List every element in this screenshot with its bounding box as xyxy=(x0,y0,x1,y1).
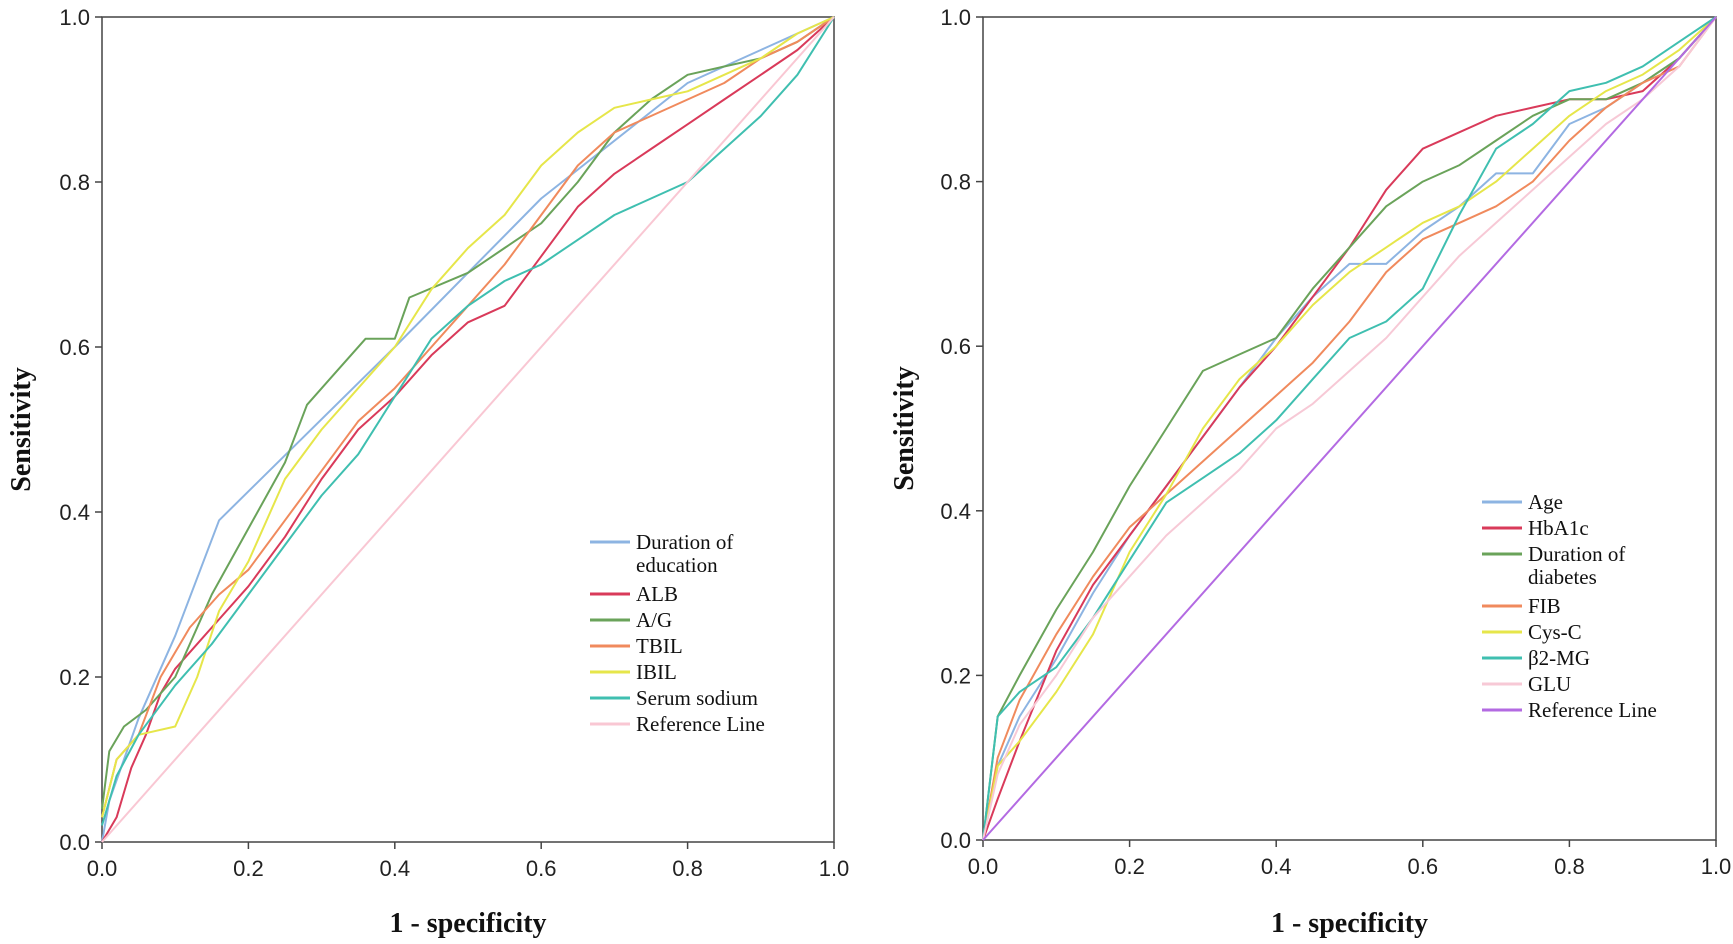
roc-curve--2-mg xyxy=(982,16,1717,841)
x-axis-title: 1 - specificity xyxy=(1271,908,1428,939)
x-tick-label: 0.4 xyxy=(1261,854,1292,879)
x-tick-label: 0.2 xyxy=(233,856,264,881)
y-tick-label: 0.6 xyxy=(940,334,971,359)
legend-item: Serum sodium xyxy=(590,686,758,710)
plot-frame xyxy=(101,16,835,843)
legend-label: Age xyxy=(1528,490,1563,514)
x-axis-title: 1 - specificity xyxy=(389,908,546,939)
roc-curve-serum-sodium xyxy=(101,16,835,826)
y-tick-label: 0.2 xyxy=(59,665,90,690)
x-tick-label: 1.0 xyxy=(1701,854,1732,879)
y-tick-label: 0.2 xyxy=(940,663,971,688)
legend-label: Serum sodium xyxy=(636,686,758,710)
roc-curve-ibil xyxy=(101,16,835,818)
legend-item: Age xyxy=(1482,490,1563,514)
roc-curve-tbil xyxy=(101,16,835,818)
legend-label: Duration of xyxy=(636,530,733,554)
x-tick-label: 1.0 xyxy=(819,856,850,881)
roc-curve-alb xyxy=(101,16,835,843)
legend-item: IBIL xyxy=(590,660,677,684)
legend-item: GLU xyxy=(1482,672,1571,696)
y-axis-title: Sensitivity xyxy=(6,367,37,491)
legend-label: Cys-C xyxy=(1528,620,1582,644)
legend-item: A/G xyxy=(590,608,672,632)
legend-item: HbA1c xyxy=(1482,516,1589,540)
roc-curve-reference-line xyxy=(982,16,1717,841)
y-tick-label: 0.8 xyxy=(59,170,90,195)
roc-curve-age xyxy=(982,16,1717,841)
legend-label: diabetes xyxy=(1528,565,1597,589)
legend-item: Reference Line xyxy=(1482,698,1657,722)
legend-label: Reference Line xyxy=(636,712,765,736)
legend-item: β2-MG xyxy=(1482,646,1590,670)
legend-label: Duration of xyxy=(1528,542,1625,566)
x-tick-label: 0.6 xyxy=(1408,854,1439,879)
legend-label: HbA1c xyxy=(1528,516,1589,540)
y-tick-label: 0.4 xyxy=(940,499,971,524)
legend-label: GLU xyxy=(1528,672,1571,696)
legend-label: TBIL xyxy=(636,634,683,658)
x-tick-label: 0.0 xyxy=(968,854,999,879)
legend-label: FIB xyxy=(1528,594,1561,618)
x-tick-label: 0.8 xyxy=(1554,854,1585,879)
x-tick-label: 0.8 xyxy=(672,856,703,881)
legend-box xyxy=(584,524,779,742)
legend-item: FIB xyxy=(1482,594,1561,618)
y-axis-title: Sensitivity xyxy=(889,366,920,490)
roc-curve-duration-of-diabetes xyxy=(982,16,1717,841)
x-tick-label: 0.0 xyxy=(87,856,118,881)
x-tick-label: 0.6 xyxy=(526,856,557,881)
legend-item: Cys-C xyxy=(1482,620,1582,644)
x-tick-label: 0.2 xyxy=(1114,854,1145,879)
legend-label: ALB xyxy=(636,582,678,606)
y-tick-label: 0.8 xyxy=(940,170,971,195)
plot-frame xyxy=(982,16,1717,841)
y-tick-label: 0.0 xyxy=(940,828,971,853)
roc-curve-fib xyxy=(982,16,1717,841)
roc-chart-left: 0.0 0.2 0.4 0.6 0.8 1.0 0.0 0.2 0.4 0.6 0.8 1.0 1 - … xyxy=(6,5,849,939)
legend-item: ALB xyxy=(590,582,678,606)
x-tick-label: 0.4 xyxy=(380,856,411,881)
roc-curve-cys-c xyxy=(982,16,1717,841)
roc-curve-a-g xyxy=(101,16,835,810)
legend-item: TBIL xyxy=(590,634,683,658)
y-tick-label: 0.6 xyxy=(59,335,90,360)
roc-chart-right: 0.0 0.2 0.4 0.6 0.8 1.0 0.0 0.2 0.4 0.6 0.8 1.0 1 - … xyxy=(889,5,1731,939)
y-tick-label: 1.0 xyxy=(59,5,90,30)
y-tick-label: 0.0 xyxy=(59,830,90,855)
legend-label: IBIL xyxy=(636,660,677,684)
legend-item: Reference Line xyxy=(590,712,765,736)
legend-label: A/G xyxy=(636,608,672,632)
y-tick-label: 1.0 xyxy=(940,5,971,30)
legend-label: education xyxy=(636,553,718,577)
y-tick-label: 0.4 xyxy=(59,500,90,525)
roc-curve-glu xyxy=(982,16,1717,841)
legend-label: β2-MG xyxy=(1528,646,1590,670)
legend-label: Reference Line xyxy=(1528,698,1657,722)
roc-curve-reference-line xyxy=(101,16,835,843)
